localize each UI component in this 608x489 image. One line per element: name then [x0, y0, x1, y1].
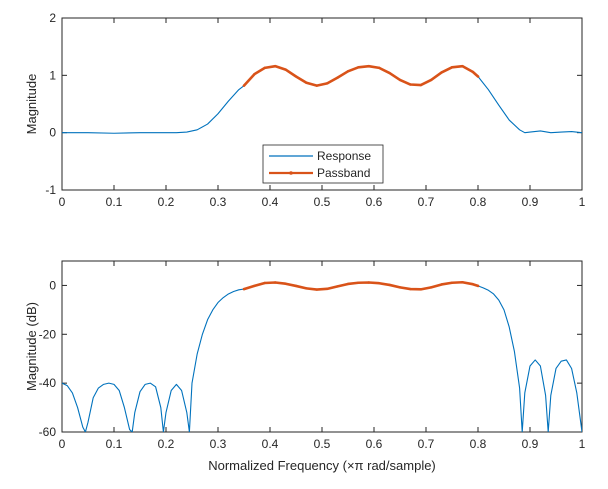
- x-tick-label: 0.4: [262, 437, 279, 451]
- passband-line: [242, 280, 480, 291]
- x-tick-label: 0.4: [262, 195, 279, 209]
- y-tick-label: 0: [49, 278, 56, 292]
- x-tick-label: 0.8: [470, 195, 487, 209]
- passband-point: [274, 64, 277, 68]
- passband-point: [378, 282, 381, 285]
- y-tick-label: 0: [49, 126, 56, 140]
- legend-marker: [289, 171, 293, 175]
- passband-point: [388, 283, 391, 287]
- series-group: [62, 280, 582, 432]
- passband-point: [294, 284, 298, 288]
- y-axis-label: Magnitude: [24, 74, 39, 135]
- passband-point: [471, 283, 474, 286]
- legend-box: [262, 144, 384, 184]
- passband-point: [284, 68, 287, 71]
- plot-area: [61, 260, 583, 433]
- y-tick-label: -60: [39, 425, 57, 439]
- passband-point: [430, 78, 433, 82]
- passband-point: [476, 75, 480, 78]
- y-tick-label: -40: [39, 376, 57, 390]
- x-axis-label: Normalized Frequency (×π rad/sample): [208, 458, 436, 473]
- passband-point: [367, 281, 370, 284]
- passband-point: [378, 66, 381, 70]
- passband-point: [242, 84, 246, 87]
- passband-point: [263, 281, 266, 285]
- passband-point: [253, 284, 256, 288]
- x-tick-label: 0: [59, 437, 66, 451]
- x-tick-label: 0.3: [210, 437, 227, 451]
- passband-point: [253, 72, 256, 76]
- passband-point: [461, 64, 464, 68]
- y-tick-label: -1: [45, 183, 56, 197]
- x-tick-label: 0.7: [418, 437, 435, 451]
- passband-point: [346, 282, 350, 286]
- x-tick-label: 0.1: [106, 437, 123, 451]
- passband-point: [419, 83, 422, 87]
- passband-point: [409, 287, 412, 291]
- passband-point: [336, 285, 339, 288]
- legend-label-passband: Passband: [317, 166, 370, 180]
- passband-point: [326, 82, 329, 85]
- x-tick-label: 0.9: [522, 195, 539, 209]
- legend-label-response: Response: [317, 149, 371, 163]
- passband-point: [430, 286, 433, 289]
- passband-point: [367, 64, 370, 68]
- passband-point: [471, 70, 474, 74]
- x-tick-label: 0.8: [470, 437, 487, 451]
- passband-point: [315, 84, 318, 87]
- x-tick-label: 0.5: [314, 195, 331, 209]
- passband-point: [388, 71, 391, 75]
- passband-point: [398, 78, 402, 82]
- x-tick-label: 0.1: [106, 195, 123, 209]
- x-tick-label: 0.6: [366, 195, 383, 209]
- passband-point: [336, 76, 339, 79]
- passband-point: [263, 66, 266, 70]
- y-tick-label: 1: [49, 68, 56, 82]
- passband-point: [476, 284, 480, 288]
- x-tick-label: 0.7: [418, 195, 435, 209]
- legend: Response Passband: [262, 144, 384, 184]
- x-tick-label: 0.2: [158, 195, 175, 209]
- x-tick-label: 0.5: [314, 437, 331, 451]
- passband-point: [305, 287, 308, 290]
- magnitude-plot: 0 0.1 0.2 0.3 0.4 0.5 0.6 0.7 0.8 0.9 1-1012Magnit…: [24, 11, 586, 209]
- passband-point: [357, 66, 360, 69]
- passband-point: [294, 75, 298, 78]
- passband-point: [450, 66, 454, 69]
- x-tick-label: 1: [579, 437, 586, 451]
- passband-point: [284, 282, 287, 285]
- x-tick-label: 1: [579, 195, 586, 209]
- passband-point: [242, 287, 246, 291]
- passband-point: [346, 70, 350, 73]
- passband-point: [315, 288, 318, 291]
- x-tick-label: 0.2: [158, 437, 175, 451]
- passband-point: [357, 281, 360, 284]
- passband-point: [440, 71, 443, 74]
- passband-point: [326, 287, 329, 291]
- passband-point: [440, 283, 443, 286]
- y-axis-label: Magnitude (dB): [24, 302, 39, 391]
- passband-point: [274, 281, 277, 284]
- passband-point: [461, 281, 464, 284]
- x-tick-label: 0.9: [522, 437, 539, 451]
- passband-point: [398, 286, 402, 289]
- passband-point: [450, 281, 454, 284]
- series-group: [62, 64, 582, 134]
- passband-line: [242, 64, 480, 87]
- x-tick-label: 0.6: [366, 437, 383, 451]
- y-tick-label: 2: [49, 11, 56, 25]
- x-tick-label: 0.3: [210, 195, 227, 209]
- x-tick-label: 0: [59, 195, 66, 209]
- passband-point: [419, 288, 422, 291]
- passband-point: [409, 83, 412, 86]
- passband-point: [305, 81, 308, 84]
- y-tick-label: -20: [39, 327, 57, 341]
- magnitude-db-plot: 0 0.1 0.2 0.3 0.4 0.5 0.6 0.7 0.8 0.9 1-60-40-200M…: [24, 260, 586, 473]
